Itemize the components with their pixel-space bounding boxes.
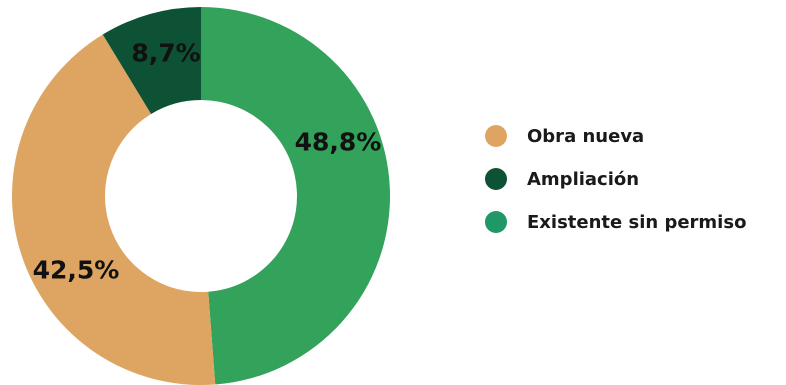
legend-label-obra-nueva: Obra nueva — [527, 125, 645, 147]
legend-item-obra-nueva: Obra nueva — [485, 125, 746, 147]
legend-item-ampliacion: Ampliación — [485, 168, 746, 190]
data-label-ampliacion: 8,7% — [131, 39, 200, 68]
data-label-obra-nueva: 42,5% — [33, 256, 120, 285]
slice-obra-nueva — [12, 34, 216, 385]
legend-label-ampliacion: Ampliación — [527, 168, 640, 190]
legend-swatch-existente-sin-permiso — [485, 211, 507, 233]
legend-item-existente-sin-permiso: Existente sin permiso — [485, 211, 747, 233]
slice-existente-sin-permiso — [201, 6, 391, 385]
legend-swatch-obra-nueva — [485, 125, 507, 147]
legend-label-existente-sin-permiso: Existente sin permiso — [527, 211, 747, 233]
legend-swatch-ampliacion — [485, 168, 507, 190]
slice-ampliacion — [102, 7, 201, 114]
legend: Obra nueva Ampliación Existente sin permis… — [485, 125, 747, 255]
data-label-existente-sin-permiso: 48,8% — [295, 128, 382, 157]
